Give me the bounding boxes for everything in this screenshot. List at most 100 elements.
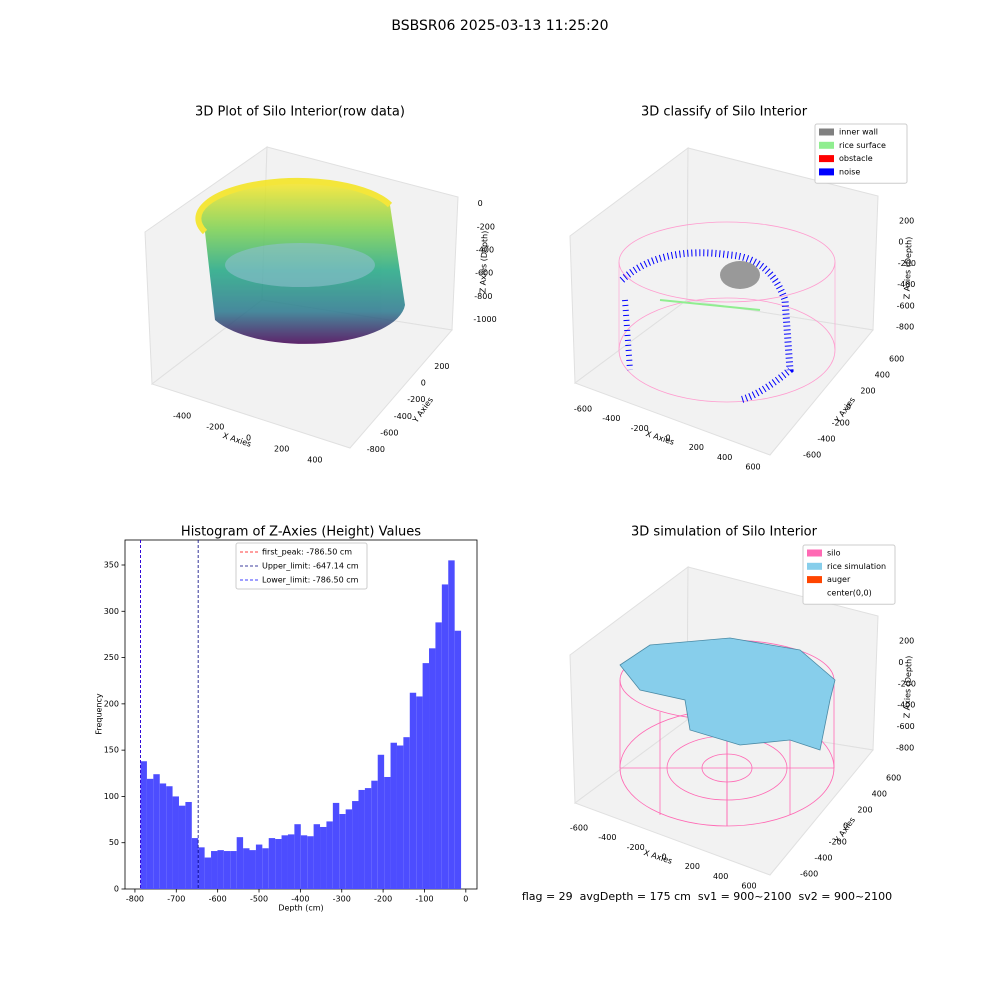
x-axis-label: X Axies [645, 429, 676, 447]
y-tick-label: -400 [817, 435, 835, 444]
y-tick-label: 200 [434, 362, 449, 371]
x-tick-label: -200 [206, 423, 224, 432]
z-tick-label: -200 [898, 259, 916, 268]
z-tick-label: -800 [896, 744, 914, 753]
bar [320, 826, 327, 889]
x-tick-label: 400 [307, 456, 322, 465]
z-tick-label: -1000 [473, 315, 496, 324]
x-axis-label: Depth (cm) [278, 904, 323, 913]
y-tick-label: 350 [104, 560, 119, 569]
bar [217, 850, 224, 889]
z-tick-label: -600 [897, 722, 915, 731]
legend-swatch [819, 155, 834, 163]
legend-swatch [807, 576, 822, 584]
x-tick-label: -400 [291, 895, 309, 904]
figure-title: BSBSR06 2025-03-13 11:25:20 [391, 18, 608, 34]
bar [339, 814, 346, 889]
y-tick-label: -600 [803, 451, 821, 460]
y-tick-label: 150 [104, 746, 119, 755]
z-axis-label: Z Axies (Depth) [478, 231, 489, 294]
bar [396, 745, 404, 889]
y-tick-label: 200 [860, 387, 875, 396]
y-tick-label: -800 [367, 445, 385, 454]
legend-label: Lower_limit: -786.50 cm [262, 576, 359, 585]
z-tick-label: 0 [478, 199, 483, 208]
legend-label: noise [839, 167, 860, 176]
y-tick-label: -600 [800, 870, 818, 879]
bar [275, 839, 282, 889]
x-tick-label: 200 [685, 862, 700, 871]
x-tick-label: 400 [713, 872, 728, 881]
bar [185, 801, 192, 889]
bar [403, 737, 410, 889]
z-tick-label: 0 [898, 658, 903, 667]
y-tick-label: 600 [886, 774, 901, 783]
legend-box [814, 123, 908, 184]
y-tick-label: -200 [829, 838, 847, 847]
legend-label: Upper_limit: -647.14 cm [262, 562, 359, 571]
y-tick-label: 300 [104, 607, 119, 616]
z-tick-label: -600 [475, 269, 493, 278]
x-tick-label: -600 [570, 824, 588, 833]
chart-title: 3D simulation of Silo Interior [631, 525, 818, 540]
y-tick-label: -400 [814, 854, 832, 863]
x-tick-label: 600 [741, 882, 756, 891]
bar [236, 837, 244, 889]
bar [441, 584, 449, 889]
x-tick-label: -400 [598, 833, 616, 842]
x-tick-label: -200 [374, 895, 392, 904]
y-tick-label: 200 [104, 699, 119, 708]
legend-swatch [819, 168, 834, 176]
bar [345, 809, 353, 889]
bar [287, 834, 295, 889]
bar [358, 789, 365, 889]
bar [294, 824, 301, 889]
y-tick-label: 400 [872, 790, 887, 799]
legend-swatch [819, 128, 834, 136]
bar [422, 663, 430, 889]
bar [352, 801, 359, 889]
y-tick-label: 100 [104, 792, 119, 801]
y-tick-label: 0 [114, 885, 119, 894]
y-axis-label: Frequency [95, 693, 104, 735]
legend-swatch [807, 549, 822, 557]
z-tick-label: 0 [898, 238, 903, 247]
y-tick-label: 400 [875, 371, 890, 380]
z-tick-label: 200 [899, 637, 914, 646]
y-tick-label: 0 [843, 822, 848, 831]
bar [326, 821, 333, 889]
x-tick-label: -600 [574, 405, 592, 414]
bar [448, 560, 455, 889]
bar [146, 778, 154, 889]
bar [198, 847, 205, 889]
bar [255, 844, 263, 889]
bar [191, 838, 199, 889]
z-tick-label: -600 [897, 301, 915, 310]
z-tick-label: 200 [899, 217, 914, 226]
x-tick-label: 0 [246, 434, 251, 443]
x-tick-label: -100 [415, 895, 433, 904]
x-tick-label: -800 [126, 895, 144, 904]
x-tick-label: 200 [274, 445, 289, 454]
bar [307, 836, 314, 889]
plot1-cloud [195, 177, 405, 344]
bar [454, 630, 462, 889]
z-tick-label: -400 [897, 280, 915, 289]
bar [268, 838, 276, 889]
z-tick-label: -200 [898, 679, 916, 688]
y-tick-label: -600 [380, 429, 398, 438]
legend-swatch [807, 562, 822, 570]
bar [371, 780, 378, 889]
bar [262, 848, 269, 889]
bar [435, 622, 442, 889]
bar [166, 786, 173, 889]
y-tick-label: 600 [889, 355, 904, 364]
legend-box [802, 544, 896, 605]
x-axis-label: X Axies [643, 848, 674, 866]
bar [429, 648, 436, 889]
y-tick-label: 250 [104, 653, 119, 662]
x-tick-label: -700 [167, 895, 185, 904]
z-tick-label: -400 [897, 701, 915, 710]
y-tick-label: 50 [109, 838, 119, 847]
